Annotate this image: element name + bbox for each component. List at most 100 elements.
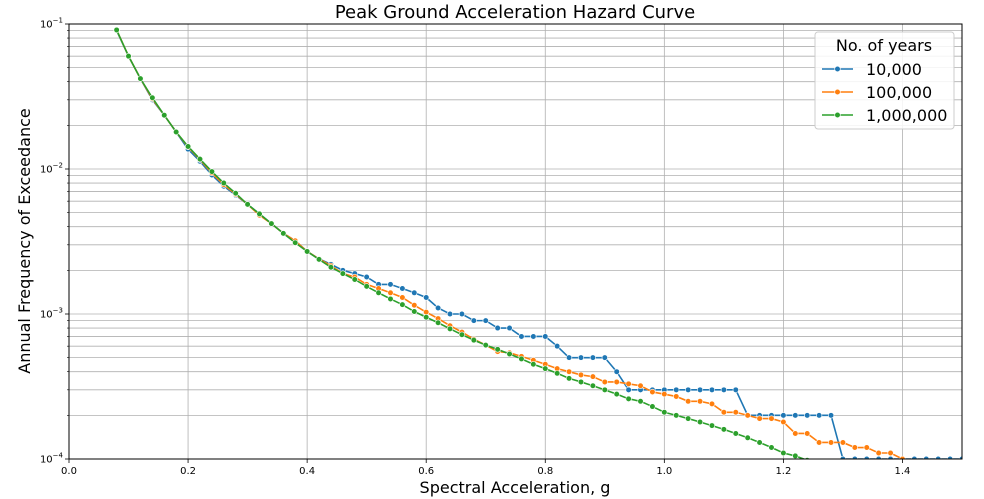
data-point (113, 26, 120, 34)
data-point (280, 230, 287, 237)
data-point (601, 354, 608, 361)
data-point (458, 331, 466, 338)
data-point (673, 412, 680, 419)
x-tick-label: 0.2 (180, 466, 196, 477)
data-point (494, 346, 501, 353)
data-point (649, 388, 656, 396)
data-point (661, 409, 668, 416)
data-point (887, 449, 894, 457)
data-point (625, 380, 632, 387)
data-point (363, 273, 370, 281)
data-point (696, 386, 704, 393)
data-point (768, 415, 775, 422)
legend-box (814, 31, 955, 130)
data-point (601, 378, 608, 386)
x-tick-label: 1.4 (895, 466, 911, 477)
data-point (232, 190, 239, 197)
x-tick-label: 1.0 (656, 466, 672, 477)
data-point (399, 285, 406, 292)
data-point (851, 455, 858, 459)
data-point (732, 386, 739, 393)
data-point (268, 220, 275, 227)
data-point (184, 143, 192, 150)
data-point (470, 317, 477, 324)
x-tick-label: 0.6 (418, 466, 434, 477)
data-point (720, 409, 727, 416)
data-point (887, 455, 894, 459)
data-point (744, 434, 751, 441)
data-point (732, 430, 739, 437)
data-point (780, 418, 787, 426)
data-point (554, 343, 561, 350)
data-point (589, 354, 596, 361)
tick-labels: 0.0 0.2 0.4 0.6 0.8 1.0 1.2 1.4 10−4 10−3 10−2 10−1 (40, 17, 910, 478)
y-tick-label: 10−3 (40, 307, 63, 321)
data-point (518, 355, 525, 363)
x-tick-label: 0.0 (61, 466, 77, 477)
series-layer (113, 26, 962, 459)
data-point (411, 308, 418, 315)
data-point (399, 294, 406, 301)
data-point (851, 444, 858, 451)
x-tick-label: 0.8 (537, 466, 553, 477)
data-point (649, 403, 656, 410)
data-point (554, 370, 561, 377)
chart-title: Peak Ground Acceleration Hazard Curve (335, 2, 695, 23)
data-point (363, 283, 370, 290)
data-point (756, 439, 763, 446)
data-point (720, 386, 727, 393)
data-point (577, 371, 585, 379)
legend-label: 1,000,000 (866, 106, 947, 125)
data-point (685, 415, 692, 422)
data-point (625, 395, 632, 402)
data-point (387, 295, 394, 303)
data-point (875, 455, 882, 459)
data-point (399, 301, 406, 308)
y-axis-label: Annual Frequency of Exceedance (15, 108, 34, 373)
data-point (946, 455, 954, 459)
data-point (708, 386, 716, 393)
data-point (577, 354, 585, 361)
data-point (637, 398, 644, 405)
data-point (804, 412, 811, 419)
data-point (542, 333, 549, 340)
x-axis-label: Spectral Acceleration, g (420, 478, 611, 497)
data-point (804, 430, 811, 437)
data-point (506, 324, 513, 332)
data-point (720, 426, 727, 433)
data-point (423, 309, 430, 316)
data-point (565, 354, 573, 361)
data-point (315, 256, 323, 263)
data-point (137, 75, 144, 82)
data-point (863, 444, 870, 451)
data-point (482, 317, 489, 324)
data-point (935, 455, 942, 459)
data-point (899, 455, 906, 459)
data-point (661, 391, 668, 398)
x-tick-label: 1.2 (775, 466, 791, 477)
legend-swatch-marker (834, 65, 841, 73)
x-tick-label: 0.4 (299, 466, 315, 477)
data-point (387, 289, 394, 296)
data-point (827, 439, 835, 446)
data-point (708, 422, 716, 429)
data-point (435, 304, 442, 312)
data-point (220, 179, 227, 187)
data-point (732, 409, 739, 416)
y-tick-label: 10−2 (40, 162, 63, 176)
data-point (149, 94, 156, 101)
legend-label: 100,000 (866, 83, 932, 102)
plot-frame (68, 23, 963, 460)
legend-entries: 10,000 100,000 1,000,000 (822, 60, 947, 125)
data-point (530, 333, 537, 340)
data-point (494, 324, 501, 332)
data-point (125, 53, 132, 60)
data-point (256, 210, 263, 218)
data-point (673, 386, 680, 393)
data-point (816, 439, 823, 446)
data-point (292, 239, 299, 246)
data-point (470, 337, 477, 344)
data-point (613, 368, 620, 375)
data-point (446, 310, 454, 318)
